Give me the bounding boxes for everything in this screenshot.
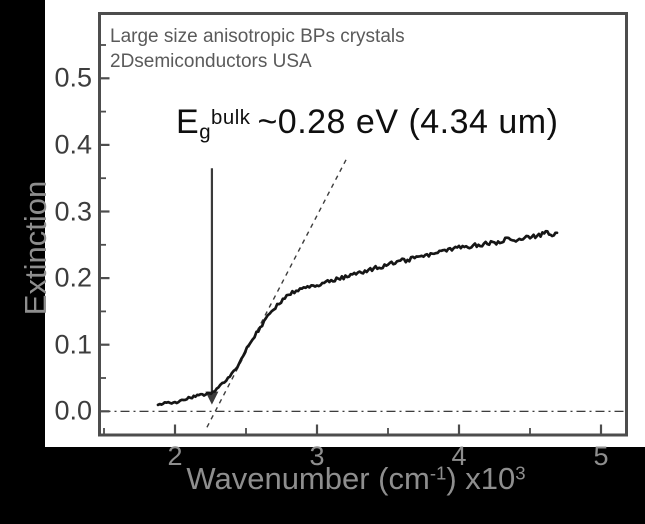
y-tick-label: 0.5	[54, 62, 92, 93]
plot-canvas	[45, 0, 645, 447]
y-tick-label: 0.1	[54, 329, 92, 360]
bandgap-annotation-value: ~0.28 eV (4.34 um)	[257, 103, 559, 141]
y-tick-label: 0.2	[54, 262, 92, 293]
spectrum-curve	[156, 229, 559, 407]
y-tick-label: 0.4	[54, 129, 92, 160]
bandgap-annotation: Egbulk ~0.28 eV (4.34 um)	[176, 103, 558, 145]
bandgap-annotation-base: E	[176, 103, 200, 141]
x-axis-title-exponent: -1	[429, 462, 447, 484]
bandgap-arrow-head	[205, 391, 219, 405]
bandgap-annotation-sup: bulk	[211, 106, 251, 129]
x-tick-label: 4	[451, 441, 467, 471]
x-tick-label: 5	[593, 441, 609, 471]
plot-title-line-1: Large size anisotropic BPs crystals	[110, 26, 405, 47]
bandgap-annotation-sub: g	[199, 121, 212, 144]
x-axis-title-mid: ) x10	[446, 461, 516, 496]
axes-border	[98, 12, 628, 437]
x-tick-label: 3	[309, 441, 325, 471]
y-tick-label: 0.0	[54, 395, 92, 426]
x-axis-title-pre: Wavenumber (cm	[186, 461, 430, 496]
x-axis-title-scale-exponent: 3	[515, 462, 526, 484]
tangent-dashed-line	[206, 157, 348, 428]
y-tick-label: 0.3	[54, 196, 92, 226]
plot-title: Large size anisotropic BPs crystals 2Dse…	[110, 24, 405, 74]
plot-title-line-2: 2Dsemiconductors USA	[110, 51, 312, 72]
x-tick-label: 2	[167, 441, 183, 471]
x-axis-title: Wavenumber (cm-1) x103	[186, 461, 525, 497]
